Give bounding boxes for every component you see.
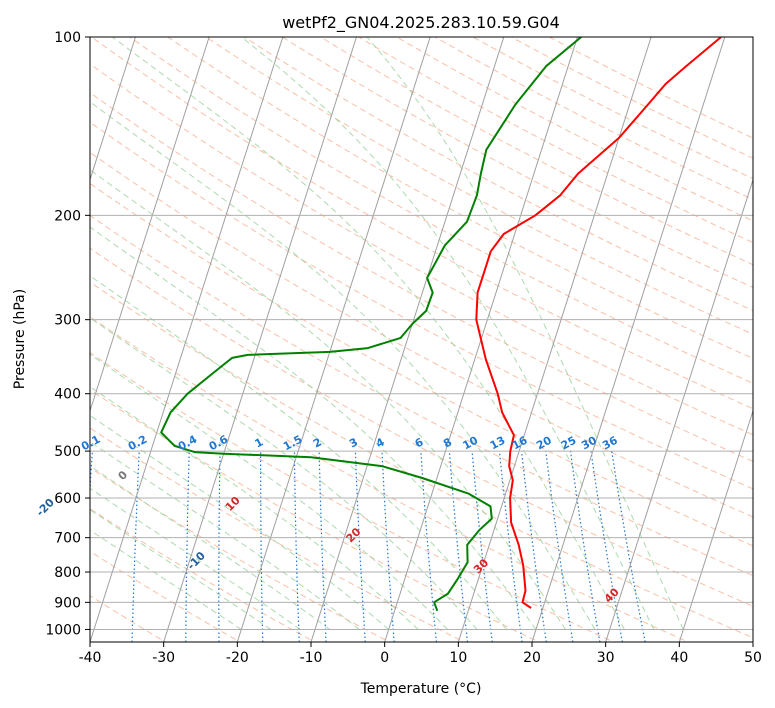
x-tick-label: -20 [226,650,249,666]
mixing-ratio-label: 13 [488,434,508,453]
dry-adiabat-line [90,92,753,463]
moist-adiabat-line [90,275,507,630]
temperature-profile-line [475,37,722,609]
x-tick-label: -30 [152,650,175,666]
dry-adiabat-line [167,37,753,360]
y-tick-label: 800 [54,565,81,581]
mixing-ratio-line [471,451,493,642]
dry-adiabat-line [243,37,753,312]
profile-lines [160,37,722,612]
mixing-ratio-label: 10 [461,434,481,453]
y-tick-label: 100 [54,30,81,46]
x-tick-label: 0 [380,650,389,666]
dry-adiabat-line [281,37,753,289]
x-axis-label: Temperature (°C) [360,681,482,697]
chart-title: wetPf2_GN04.2025.283.10.59.G04 [282,13,560,33]
moist-adiabat-line [111,37,625,630]
isotherm-line [90,37,136,182]
dry-adiabat-line [90,182,753,547]
mixing-ratio-line [420,451,437,642]
mixing-ratio-line [498,451,523,642]
x-tick-label: 40 [670,650,688,666]
dry-adiabat-line [128,37,753,384]
moist-adiabat-line [90,441,360,630]
moist-adiabat-line [90,509,272,630]
plot-frame [89,36,754,643]
isotherm-line [90,37,284,642]
mixing-ratio-line [520,451,547,642]
dry-adiabat-line [90,389,540,642]
dewpoint-profile-line [160,37,582,612]
y-tick-label: 600 [54,491,81,507]
y-tick-label: 900 [54,595,81,611]
x-tick-label: -40 [79,650,102,666]
dry-adiabat-line [90,63,753,436]
mixing-ratio-lines [90,451,646,642]
isotherm-line [236,37,431,642]
isotherm-line [531,37,726,642]
isotherm-line [90,37,210,413]
y-tick-label: 200 [54,208,81,224]
mixing-ratio-label: 36 [600,434,620,453]
y-axis-label: Pressure (hPa) [12,289,28,389]
x-tick-label: 50 [744,650,762,666]
isotherm-line [310,37,505,642]
mixing-ratio-label: 30 [579,434,599,453]
moist-adiabat-line [90,101,596,630]
x-tick-label: 30 [597,650,615,666]
moist-adiabat-line [240,37,655,630]
y-tick-label: 300 [54,313,81,329]
dry-adiabat-line [90,121,753,490]
y-tick-label: 500 [54,444,81,460]
y-tick-label: 400 [54,387,81,403]
mixing-ratio-label: 20 [534,434,554,453]
isotherm-line [163,37,357,642]
isotherm-line [678,409,753,642]
mixing-ratio-line [569,451,601,642]
x-tick-label: 10 [449,650,467,666]
x-tick-label: -10 [300,650,323,666]
background-lines [90,37,753,642]
mixing-ratio-line [545,451,574,642]
mixing-ratio-label: 16 [510,434,530,453]
x-tick-label: 20 [523,650,541,666]
moist-adiabat-line [366,37,684,630]
moist-adiabat-line [90,317,478,630]
moist-adiabat-line [90,487,301,630]
isotherm-line [605,178,753,642]
dry-adiabat-line [90,352,615,642]
moist-adiabat-line [90,169,566,630]
mixing-ratio-label: 25 [559,434,579,453]
y-tick-label: 1000 [45,622,81,638]
mixing-ratio-line [611,451,646,642]
moist-adiabat-line [90,465,330,630]
moist-adiabat-line [90,386,419,630]
axis-ticks: -40 -30 -20 -10 0 10 20 30 40 50 100 200 300 400 500 60… [45,30,762,666]
moist-adiabat-line [90,529,242,630]
dry-adiabat-line [90,214,753,577]
moist-adiabat-line [90,226,537,630]
dry-adiabat-line [90,151,753,518]
y-tick-label: 700 [54,531,81,547]
mixing-ratio-line [448,451,469,642]
